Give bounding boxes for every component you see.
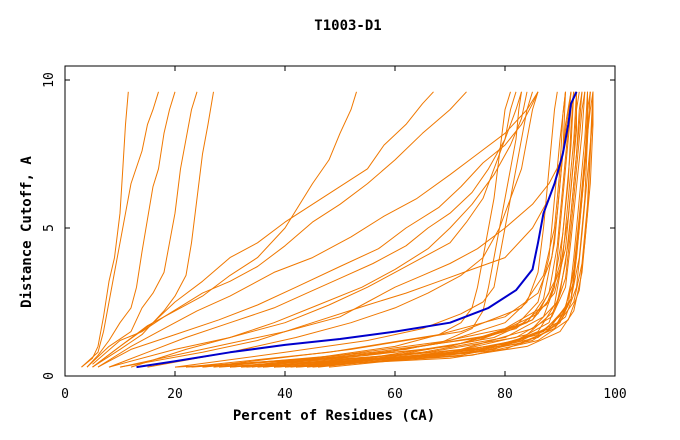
highlight-series-line: [136, 91, 578, 369]
series-line-model-4: [86, 91, 198, 368]
series-line-model-21: [229, 91, 566, 368]
x-tick-label: 40: [277, 387, 293, 402]
series-line-model-16: [147, 91, 539, 368]
y-axis-label: Distance Cutoff, A: [19, 156, 35, 308]
series-line-model-1: [81, 91, 129, 368]
series-line-model-15: [130, 91, 528, 368]
x-tick-label: 80: [497, 387, 513, 402]
series-line-model-17: [174, 91, 533, 368]
series-line-model-9: [97, 91, 539, 368]
y-tick-label: 5: [42, 224, 57, 232]
series-line-model-45: [290, 91, 588, 368]
series-line-model-18: [185, 91, 511, 368]
series-line-model-20: [202, 91, 558, 368]
y-axis-ticks: 0 5 10: [42, 72, 615, 380]
series-line-model-40: [328, 91, 594, 368]
x-axis-ticks: 0 20 40 60 80 100: [61, 66, 627, 402]
series-line-model-6: [92, 91, 357, 368]
series-line-model-11: [108, 91, 517, 368]
x-tick-label: 60: [387, 387, 403, 402]
x-tick-label: 20: [167, 387, 183, 402]
series-line-model-26: [284, 91, 586, 368]
x-tick-label: 100: [603, 387, 626, 402]
series-line-model-39: [262, 91, 586, 368]
series-line-model-12: [119, 162, 561, 368]
series-line-model-36: [202, 91, 566, 368]
plot-frame: [64, 65, 616, 377]
series-line-model-7: [92, 91, 434, 368]
chart-title: T1003-D1: [314, 18, 381, 34]
series-line-model-3: [86, 91, 176, 368]
y-tick-label: 0: [42, 372, 57, 380]
x-tick-label: 0: [61, 387, 69, 402]
y-tick-label: 10: [42, 72, 57, 88]
series-line-model-2: [81, 91, 159, 368]
series-line-model-46: [191, 91, 572, 368]
series-line-model-5: [92, 91, 214, 368]
series-line-model-44: [213, 91, 577, 368]
series-line-model-43: [174, 91, 575, 368]
x-axis-label: Percent of Residues (CA): [233, 408, 435, 424]
series-line-model-13: [108, 91, 522, 368]
plot-lines: [81, 91, 594, 369]
series-line-model-23: [257, 91, 575, 368]
series-line-model-10: [97, 91, 539, 368]
series-line-model-8: [92, 91, 467, 365]
series-line-model-37: [185, 91, 566, 368]
